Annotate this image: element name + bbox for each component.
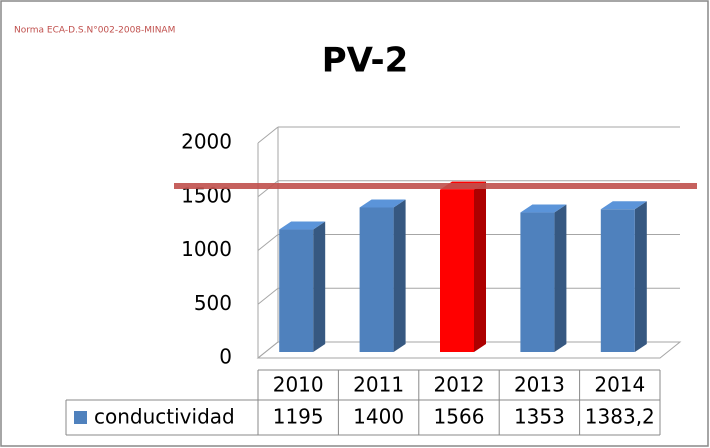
- table-value: 1400: [353, 405, 404, 429]
- table-value: 1383,2: [585, 405, 655, 429]
- grid-line-side: [257, 234, 279, 251]
- grid-line-side: [257, 341, 279, 359]
- chart-title: PV-2: [322, 41, 409, 81]
- bar: [279, 229, 314, 352]
- annotation: Norma ECA-D.S.N°002-2008-MINAM: [14, 26, 175, 36]
- y-tick-label: 2000: [181, 130, 232, 154]
- bar-side: [313, 221, 326, 352]
- bar-top: [279, 221, 326, 230]
- y-tick-label: 1000: [181, 237, 232, 261]
- bar-top: [359, 199, 406, 208]
- bar-top: [600, 201, 647, 210]
- y-tick-label: 500: [194, 291, 232, 315]
- x-tick-label: 2012: [434, 373, 485, 397]
- table-value: 1566: [434, 405, 485, 429]
- grid-line-side: [257, 126, 279, 144]
- bar: [600, 209, 635, 352]
- legend-label: conductividad: [94, 405, 235, 429]
- bar: [359, 207, 394, 352]
- table-value: 1195: [273, 405, 324, 429]
- bar-side: [634, 201, 647, 352]
- bar-side: [393, 199, 406, 352]
- table-value: 1353: [514, 405, 565, 429]
- x-tick-label: 2010: [273, 373, 324, 397]
- bar: [440, 189, 474, 352]
- grid-line-side: [257, 287, 279, 305]
- legend-swatch: [74, 411, 87, 424]
- x-tick-label: 2011: [353, 373, 404, 397]
- bar-side: [474, 181, 486, 352]
- bar-top: [520, 204, 567, 213]
- bar: [520, 212, 555, 352]
- x-tick-label: 2014: [594, 373, 645, 397]
- x-tick-label: 2013: [514, 373, 565, 397]
- y-tick-label: 0: [219, 345, 232, 369]
- bar-side: [554, 204, 567, 352]
